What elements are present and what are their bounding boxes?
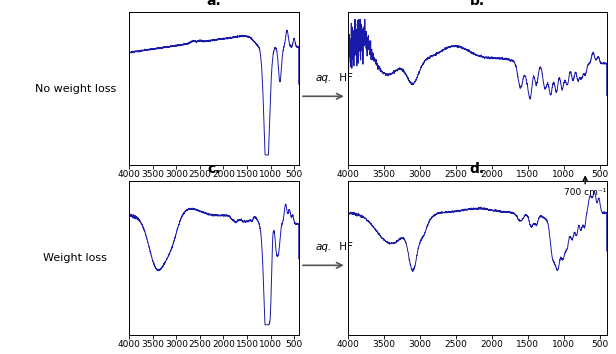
Text: aq.: aq.	[315, 242, 331, 252]
Text: HF: HF	[336, 73, 352, 82]
Text: No weight loss: No weight loss	[34, 84, 116, 93]
Text: Weight loss: Weight loss	[43, 252, 107, 263]
Text: 700 cm⁻¹: 700 cm⁻¹	[564, 188, 606, 197]
Text: c.: c.	[208, 162, 221, 176]
Text: a.: a.	[207, 0, 221, 8]
Text: d.: d.	[470, 162, 485, 176]
Text: aq.: aq.	[315, 73, 331, 82]
Text: HF: HF	[336, 242, 352, 252]
Text: b.: b.	[470, 0, 485, 8]
